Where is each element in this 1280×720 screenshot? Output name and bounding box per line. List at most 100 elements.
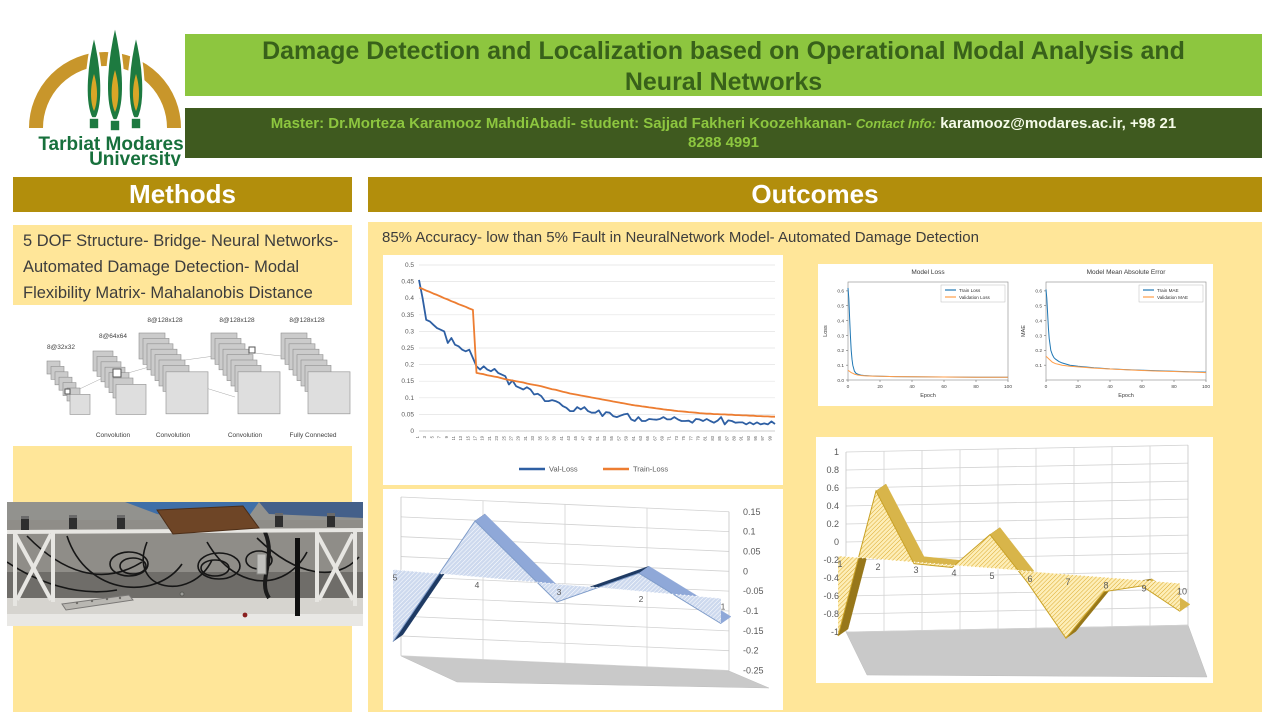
svg-text:17: 17 (473, 435, 478, 440)
svg-text:89: 89 (731, 435, 736, 440)
logo-name-line1: Tarbiat Modares (38, 134, 183, 155)
svg-text:0.3: 0.3 (837, 333, 844, 339)
category-label: 9 (1141, 583, 1146, 593)
svg-text:51: 51 (595, 435, 600, 440)
svg-text:0.1: 0.1 (837, 363, 844, 369)
svg-text:0: 0 (410, 428, 414, 435)
contact-value-line2: 8288 4991 (688, 134, 759, 151)
svg-text:87: 87 (724, 435, 729, 440)
value-tick: -0.2 (823, 555, 839, 565)
svg-text:21: 21 (487, 435, 492, 440)
value-tick: -0.8 (823, 609, 839, 619)
svg-text:0.35: 0.35 (401, 312, 414, 319)
svg-text:69: 69 (660, 435, 665, 440)
svg-text:0.3: 0.3 (405, 328, 414, 335)
svg-text:80: 80 (1171, 384, 1177, 390)
svg-text:75: 75 (681, 435, 686, 440)
legend-entry: Validation Loss (959, 295, 991, 300)
value-tick: 0 (834, 537, 839, 547)
svg-text:71: 71 (667, 435, 672, 440)
legend-entry: Train Loss (959, 288, 981, 293)
svg-text:23: 23 (494, 435, 499, 440)
svg-text:59: 59 (624, 435, 629, 440)
methods-heading: Methods (129, 179, 236, 209)
svg-text:9: 9 (444, 435, 449, 438)
svg-text:53: 53 (602, 435, 607, 440)
value-tick: 0.4 (826, 501, 839, 511)
authors-text: Master: Dr.Morteza Karamooz MahdiAbadi- … (270, 115, 852, 132)
svg-text:0.2: 0.2 (837, 348, 844, 354)
wood-plate (156, 505, 260, 535)
y-axis-label: MAE (1021, 325, 1027, 337)
svg-text:60: 60 (1139, 384, 1145, 390)
svg-text:33: 33 (530, 435, 535, 440)
svg-text:73: 73 (674, 435, 679, 440)
svg-text:0.2: 0.2 (405, 362, 414, 369)
experiment-photo (6, 502, 364, 626)
cnn-caption: Convolution (228, 432, 263, 439)
svg-text:57: 57 (616, 435, 621, 440)
svg-text:19: 19 (480, 435, 485, 440)
category-label: 5 (989, 571, 994, 581)
svg-text:29: 29 (516, 435, 521, 440)
svg-text:39: 39 (552, 435, 557, 440)
svg-text:0.0: 0.0 (837, 378, 844, 384)
svg-text:67: 67 (652, 435, 657, 440)
university-logo-graphic: Tarbiat Modares University (29, 23, 184, 170)
category-label: 4 (951, 568, 956, 578)
contact-label: Contact Info: (855, 116, 937, 131)
category-label: 4 (475, 580, 480, 590)
floor-bolt (179, 591, 185, 597)
logo-name-line2: University (89, 149, 181, 166)
svg-text:0.6: 0.6 (1035, 289, 1042, 295)
cnn-caption: Fully Connected (290, 432, 337, 439)
authors-line: Master: Dr.Morteza Karamooz MahdiAbadi- … (185, 114, 1262, 133)
svg-text:97: 97 (760, 435, 765, 440)
value-tick: 0 (743, 566, 748, 576)
svg-text:20: 20 (1075, 384, 1081, 390)
svg-text:7: 7 (437, 435, 442, 438)
svg-text:0.2: 0.2 (1035, 348, 1042, 354)
cnn-caption: Convolution (156, 432, 191, 439)
svg-text:43: 43 (566, 435, 571, 440)
vertical-pole (295, 538, 300, 616)
svg-text:61: 61 (631, 435, 636, 440)
svg-text:77: 77 (688, 435, 693, 440)
svg-text:0.5: 0.5 (405, 262, 414, 269)
category-label: 3 (557, 587, 562, 597)
metal-rail (61, 594, 134, 611)
category-label: 6 (1027, 574, 1032, 584)
value-tick: -1 (831, 627, 839, 637)
cnn-stack-label: 8@64x64 (99, 333, 127, 340)
svg-text:0.05: 0.05 (401, 411, 414, 418)
legend-train-loss: Train-Loss (633, 465, 668, 474)
svg-text:0.1: 0.1 (1035, 363, 1042, 369)
value-tick: 0.05 (743, 546, 761, 556)
dark-hose (263, 531, 271, 600)
cnn-stack-label: 8@128x128 (219, 317, 255, 324)
svg-text:20: 20 (877, 384, 883, 390)
svg-text:99: 99 (767, 435, 772, 440)
poster-title-line2: Neural Networks (624, 68, 823, 96)
svg-text:0: 0 (1045, 384, 1048, 390)
svg-text:81: 81 (703, 435, 708, 440)
value-tick: -0.25 (743, 666, 764, 676)
svg-text:0.4: 0.4 (1035, 318, 1042, 324)
svg-text:41: 41 (559, 435, 564, 440)
x-axis-label: Epoch (920, 393, 936, 399)
cnn-caption: Convolution (96, 432, 131, 439)
svg-text:3: 3 (422, 435, 427, 438)
svg-text:47: 47 (580, 435, 585, 440)
damage-index-10pt-plot: 1 2 3 4 5 6 7 8 9 10 1 0.8 0.6 0.4 0.2 0 -0.2 -0.4 -0.6 -0.… (823, 444, 1208, 678)
svg-text:35: 35 (537, 435, 542, 440)
category-label: 5 (393, 573, 398, 583)
value-tick: -0.15 (743, 626, 764, 636)
svg-text:40: 40 (1107, 384, 1113, 390)
svg-text:0.6: 0.6 (837, 289, 844, 295)
logo-cypress-trees-icon (85, 23, 145, 132)
category-label: 1 (837, 559, 842, 569)
cnn-architecture-graphic: 8@32x32 8@64x64 8@128x128 8@128x128 8@128x12… (46, 317, 351, 439)
cnn-stack-label: 8@128x128 (147, 317, 183, 324)
svg-text:25: 25 (501, 435, 506, 440)
svg-text:0.5: 0.5 (1035, 304, 1042, 310)
